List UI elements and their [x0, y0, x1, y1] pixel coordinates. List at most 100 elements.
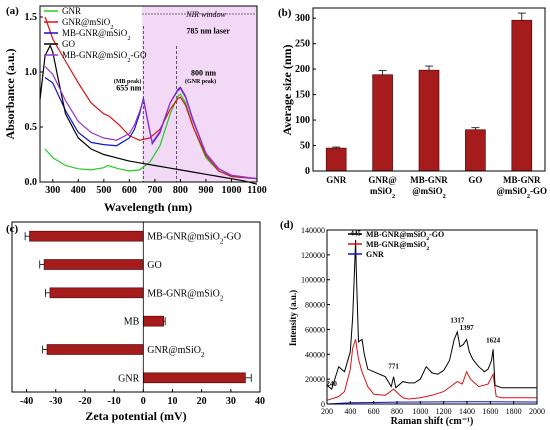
panel-a-ytick-label-1: 0.5: [25, 122, 38, 133]
panel-d-xtick-label-8: 1800: [506, 407, 522, 416]
panel-c-category-4: GO: [147, 260, 161, 271]
panel-c-bar-3: [49, 287, 144, 299]
panel-a-mb-peak-sub: (MB peak): [114, 78, 142, 85]
panel-a-xtick-label-1: 400: [71, 185, 86, 196]
panel-a-nir-label: NIR window: [185, 10, 226, 19]
panel-b-bar-1: [372, 74, 393, 172]
panel-a-series-1: [44, 16, 258, 180]
panel-c-bar-5: [29, 230, 144, 242]
panel-d-xtick-label-9: 2000: [529, 407, 545, 416]
panel-a-xtick-label-7: 1000: [221, 185, 241, 196]
panel-d-xtick-label-6: 1400: [459, 407, 475, 416]
panel-c-xtick-label-8: 40: [255, 396, 265, 407]
panel-d-series-1: [326, 339, 537, 401]
panel-a-gnr-peak: 800 nm: [191, 68, 216, 77]
panel-a-ytick-label-0: 0.0: [25, 177, 38, 188]
panel-b-ytick-label-5: 250: [295, 39, 310, 50]
panel-b-frame: [312, 7, 546, 172]
panel-a-legend-label-4: MB-GNR@mSiO2-GO: [62, 50, 147, 64]
panel-d-chart: 240445771131713971624 200400600800100012…: [288, 226, 545, 427]
panel-c-xtick-label-6: 20: [197, 396, 207, 407]
panel-d-frame: [326, 229, 538, 405]
panel-c-xtick-label-4: 0: [141, 396, 146, 407]
panel-a-ylabel: Absorbance (a.u.): [3, 48, 17, 139]
panel-d-legend-label-0: MB-GNR@mSiO2-GO: [366, 230, 444, 242]
panel-b-bar-4: [511, 19, 533, 172]
panel-d-label: (d): [280, 219, 294, 231]
panel-a-xtick-label-2: 500: [96, 185, 111, 196]
panel-d-legend-label-2: GNR: [366, 250, 384, 259]
panel-d-series-2: [326, 401, 538, 405]
panel-a-legend-label-3: GO: [62, 39, 75, 49]
panel-b-category-2-1: @mSiO2: [412, 186, 446, 200]
panel-a-xtick-label-4: 700: [147, 185, 162, 196]
panel-c-bar-2: [142, 315, 165, 327]
panel-d-xtick-label-7: 1600: [482, 407, 498, 416]
panel-c-xtick-label-7: 30: [226, 396, 236, 407]
panel-c-xtick-label-1: -30: [49, 396, 62, 407]
panel-b-ytick-label-1: 50: [300, 141, 310, 152]
panel-d-peak-label-2: 771: [388, 362, 399, 370]
panel-a-nir-window: [142, 6, 257, 182]
panel-a-mb-peak: 655 nm: [116, 84, 141, 93]
panel-b-category-4-1: @mSiO2-GO: [497, 186, 548, 200]
panel-c-chart: GNR GNR@mSiO2 MB MB-GNR@mSiO2 GO MB-GNR@mSiO2…: [11, 221, 265, 423]
panel-b-category-2-0: MB-GNR: [410, 175, 448, 185]
panel-c-bar-1: [46, 344, 144, 355]
panel-b-category-1-1: mSiO2: [370, 186, 395, 200]
panel-c-xtick-label-3: -10: [107, 396, 120, 407]
panel-a-xtick-label-8: 1100: [247, 185, 266, 196]
panel-d-xlabel: Raman shift (cm⁻¹): [391, 416, 474, 427]
panel-b-ytick-label-0: 0: [305, 166, 310, 177]
panel-b-ytick-label-2: 100: [295, 115, 310, 126]
panel-a-legend-label-2: MB-GNR@mSiO2: [62, 28, 130, 42]
panel-c-xlabel: Zeta potential (mV): [85, 409, 186, 423]
panel-a-xtick-label-0: 300: [45, 185, 60, 196]
panel-a-legend-label-1: GNR@mSiO2: [62, 17, 113, 31]
panel-d-ytick-label-5: 100000: [301, 276, 325, 285]
panel-a-xtick-label-3: 600: [122, 185, 137, 196]
panel-a-gnr-peak-sub: (GNR peak): [185, 78, 216, 85]
panel-d-ytick-label-4: 80000: [305, 301, 325, 310]
panel-a-legend-label-0: GNR: [62, 6, 81, 16]
panel-d-ytick-label-6: 120000: [301, 251, 325, 260]
panel-a-chart: 300 400 500 600 700 800 900 1000 1100 0.0 0.5 1.0 1.…: [3, 5, 267, 214]
panel-b-category-0-0: GNR: [326, 175, 347, 185]
panel-d-peak-label-3: 1317: [450, 316, 465, 324]
panel-d-legend-label-1: MB-GNR@mSiO2: [366, 240, 429, 252]
panel-d-ylabel: Intensity (a.u.): [288, 290, 298, 346]
panel-a-laser-label: 785 nm laser: [186, 27, 230, 36]
panel-c-xtick-label-5: 10: [167, 396, 177, 407]
panel-d-xtick-label-2: 600: [368, 407, 380, 416]
panel-b-ytick-label-3: 150: [295, 90, 310, 101]
panel-d-ytick-label-0: 0: [321, 400, 325, 409]
panel-a-series-3: [39, 44, 258, 185]
panel-a-xlabel: Wavelength (nm): [104, 200, 192, 214]
panel-a-xtick-label-6: 900: [198, 185, 213, 196]
panel-a-label: (a): [6, 5, 19, 17]
panel-d-xtick-label-5: 1200: [436, 407, 452, 416]
panel-a-series-4: [44, 66, 258, 180]
panel-b-bar-2: [418, 69, 440, 172]
panel-a-frame: [39, 5, 258, 183]
panel-c-frame: [11, 221, 261, 393]
panel-d-ytick-label-2: 40000: [305, 350, 325, 359]
panel-b-ytick-label-6: 300: [295, 13, 310, 24]
panel-b-category-3-0: GO: [468, 175, 482, 185]
panel-c-xtick-label-0: -40: [20, 396, 33, 407]
panel-d-xtick-label-1: 400: [344, 407, 356, 416]
panel-c-bar-0: [142, 372, 246, 384]
panel-c-xtick-label-2: -20: [78, 396, 91, 407]
panel-c-category-3: MB-GNR@mSiO2: [147, 288, 224, 302]
panel-a-ytick-label-2: 1.0: [25, 67, 38, 78]
panel-b-label: (b): [278, 7, 292, 19]
panel-d-xtick-label-0: 200: [321, 407, 333, 416]
panel-b-category-1-0: GNR@: [368, 175, 396, 185]
panel-d-series-0: [326, 239, 537, 390]
panel-b-category-4-0: MB-GNR: [503, 175, 541, 185]
panel-b-ylabel: Average size (nm): [280, 44, 294, 135]
panel-a-xtick-label-5: 800: [173, 185, 188, 196]
panel-d-ytick-label-3: 60000: [305, 325, 325, 334]
